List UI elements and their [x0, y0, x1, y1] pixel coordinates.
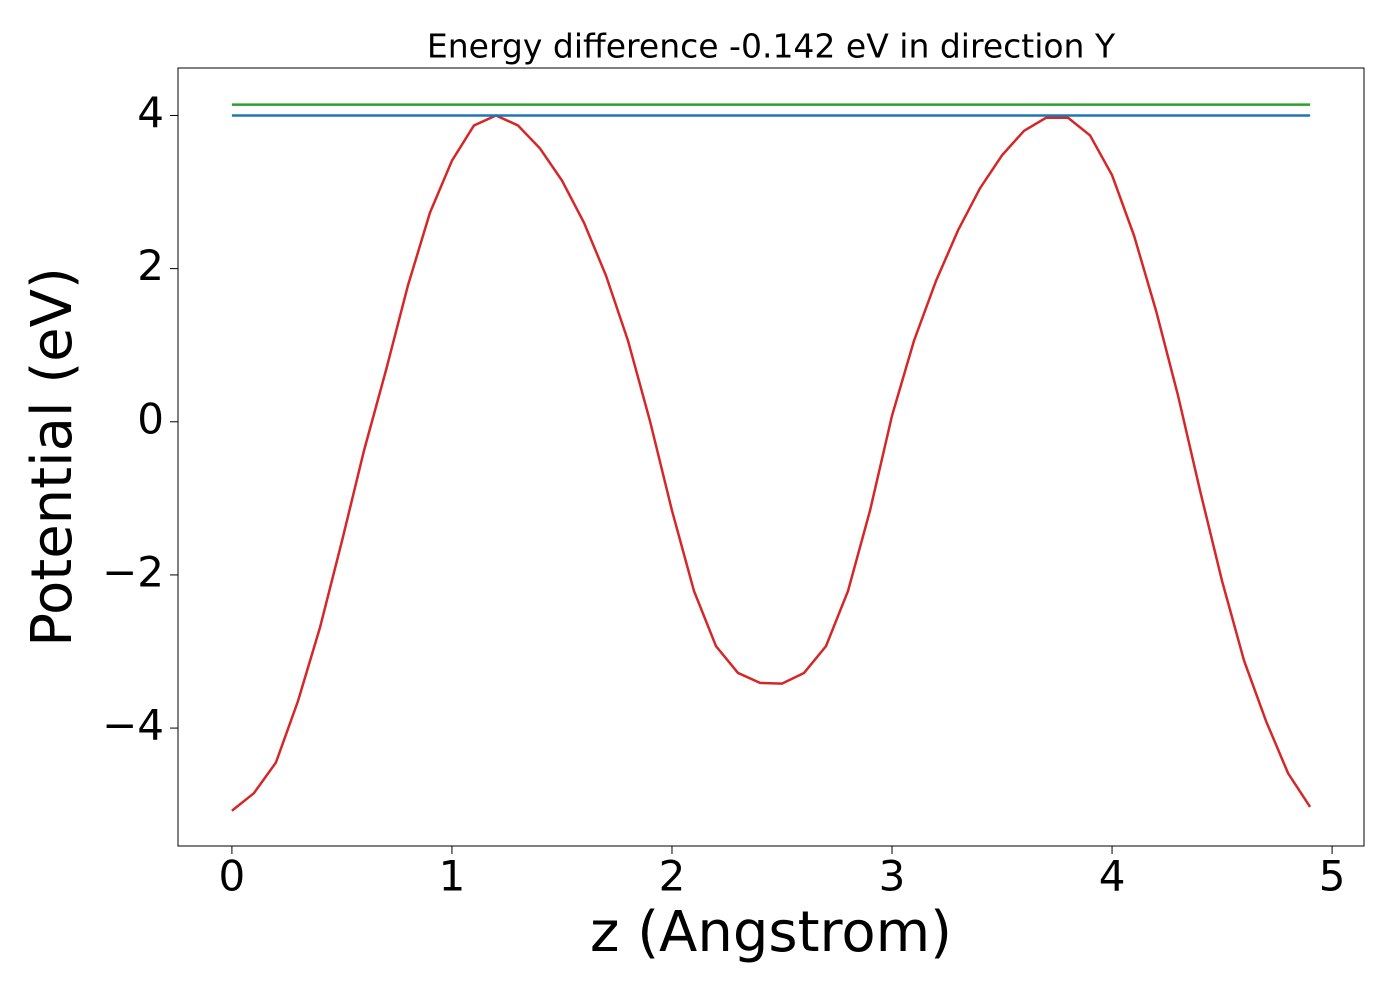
chart-title: Energy difference -0.142 eV in direction… — [427, 27, 1116, 66]
x-axis-label: z (Angstrom) — [590, 900, 952, 965]
y-tick-label: −2 — [102, 547, 164, 596]
plot-frame — [177, 67, 1365, 847]
y-tick-label: −4 — [102, 701, 164, 750]
x-tick-label: 0 — [219, 852, 246, 901]
x-tick-label: 3 — [879, 852, 906, 901]
x-tick-label: 1 — [439, 852, 466, 901]
y-tick-label: 4 — [137, 88, 164, 137]
y-tick-label: 2 — [137, 241, 164, 290]
x-tick-label: 4 — [1099, 852, 1126, 901]
x-tick-label: 5 — [1319, 852, 1346, 901]
y-axis-label: Potential (eV) — [20, 267, 85, 647]
y-tick-label: 0 — [137, 394, 164, 443]
x-tick-label: 2 — [659, 852, 686, 901]
series-line — [231, 114, 1312, 812]
